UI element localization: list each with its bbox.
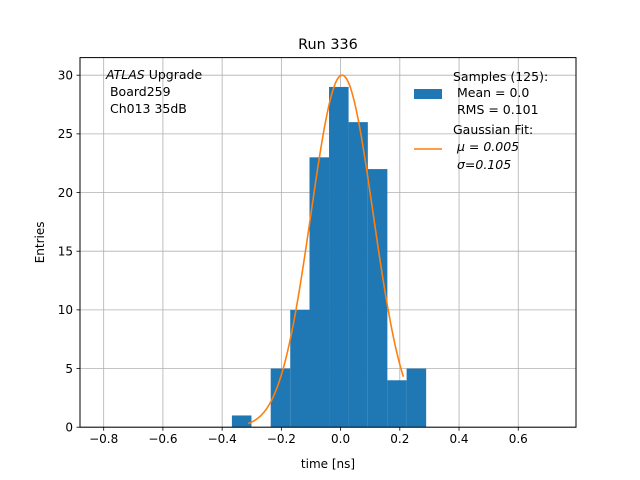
y-tick-label: 30	[58, 69, 73, 83]
histogram-bars	[231, 86, 427, 428]
annotation-upgrade: Upgrade	[145, 67, 203, 82]
x-axis-label: time [ns]	[301, 457, 355, 471]
histogram-bar	[406, 368, 427, 428]
x-tick-label: −0.4	[208, 432, 237, 446]
x-tick-label: −0.8	[89, 432, 118, 446]
x-tick-label: −0.6	[148, 432, 177, 446]
annotation-atlas: ATLAS	[105, 67, 145, 82]
atlas-annotation: ATLAS Upgrade Board259 Ch013 35dB	[105, 67, 202, 116]
gaussian-fit-curve	[247, 74, 405, 425]
y-tick-label: 10	[58, 303, 73, 317]
x-tick-label: 0.2	[390, 432, 409, 446]
y-tick-label: 15	[58, 245, 73, 259]
y-tick-label: 0	[65, 421, 73, 435]
y-axis-label: Entries	[33, 222, 47, 264]
fit-layer	[247, 74, 405, 425]
histogram-bar	[231, 415, 252, 428]
y-tick-label: 5	[65, 362, 73, 376]
histogram-bar	[348, 122, 368, 428]
legend-fit-label: Gaussian Fit:	[453, 122, 533, 137]
chart-title: Run 336	[298, 37, 358, 53]
y-tick-label: 25	[58, 127, 73, 141]
x-tick-label: −0.2	[267, 432, 296, 446]
histogram-bar	[387, 380, 407, 428]
legend-hist-swatch	[414, 89, 442, 99]
annotation-line-1: ATLAS Upgrade	[105, 67, 202, 82]
legend-hist-rms: RMS = 0.101	[453, 102, 539, 117]
histogram-bar	[270, 368, 291, 428]
x-tick-label: 0.0	[331, 432, 350, 446]
histogram-bar	[309, 157, 330, 428]
y-axis-ticks: 0 5 10 15 20 25 30	[58, 69, 80, 435]
histogram-bar	[290, 309, 310, 428]
legend: Samples (125): Mean = 0.0 RMS = 0.101 Ga…	[414, 69, 548, 172]
x-tick-label: 0.4	[449, 432, 468, 446]
annotation-line-2: Board259	[106, 84, 171, 99]
legend-hist-mean: Mean = 0.0	[453, 85, 529, 100]
legend-hist-label: Samples (125):	[453, 69, 548, 84]
legend-fit-mu: μ = 0.005	[453, 139, 519, 154]
histogram-bar	[367, 169, 388, 428]
y-tick-label: 20	[58, 186, 73, 200]
legend-fit-sigma: σ=0.105	[453, 157, 511, 172]
histogram-bar	[329, 86, 349, 428]
x-tick-label: 0.6	[509, 432, 528, 446]
plot-frame	[79, 57, 577, 428]
x-axis-ticks: −0.8 −0.6 −0.4 −0.2 0.0 0.2 0.4 0.6	[89, 427, 528, 446]
annotation-line-3: Ch013 35dB	[106, 101, 187, 116]
